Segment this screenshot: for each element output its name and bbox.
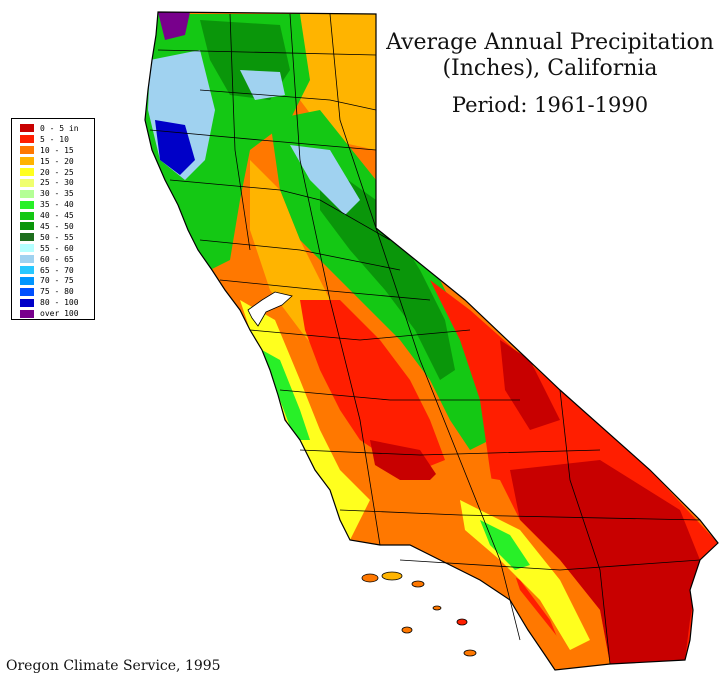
legend-swatch bbox=[20, 298, 34, 307]
legend-item: 40 - 45 bbox=[20, 210, 94, 221]
legend-swatch bbox=[20, 255, 34, 264]
state-outline bbox=[144, 11, 719, 671]
legend-item: 80 - 100 bbox=[20, 297, 94, 308]
map-title-line1: Average Annual Precipitation bbox=[386, 30, 714, 55]
legend-label: 65 - 70 bbox=[40, 265, 74, 275]
legend-item: 45 - 50 bbox=[20, 221, 94, 232]
legend-swatch bbox=[20, 287, 34, 296]
legend-label: 80 - 100 bbox=[40, 298, 79, 308]
legend-swatch bbox=[20, 309, 34, 318]
legend-item: 0 - 5 in bbox=[20, 123, 94, 134]
legend-label: 50 - 55 bbox=[40, 232, 74, 242]
legend-item: 65 - 70 bbox=[20, 265, 94, 276]
legend-swatch bbox=[20, 168, 34, 176]
precipitation-legend: 0 - 5 in 5 - 10 10 - 15 15 - 20 20 - 25 25 - … bbox=[11, 118, 95, 320]
legend-item: 25 - 30 bbox=[20, 177, 94, 188]
san-gabriel-green-zone bbox=[480, 520, 530, 570]
sierra-wet-zone bbox=[290, 145, 360, 215]
legend-label: 15 - 20 bbox=[40, 156, 74, 166]
legend-swatch bbox=[20, 211, 34, 220]
legend-label: 40 - 45 bbox=[40, 211, 74, 221]
legend-swatch bbox=[20, 146, 34, 155]
legend-swatch bbox=[20, 266, 34, 275]
legend-swatch bbox=[20, 276, 34, 285]
legend-swatch bbox=[20, 244, 34, 253]
death-valley-zone bbox=[500, 340, 560, 430]
legend-swatch bbox=[20, 135, 34, 144]
legend-label: 55 - 60 bbox=[40, 243, 74, 253]
legend-item: over 100 bbox=[20, 308, 94, 319]
central-coast-green-zone bbox=[262, 350, 310, 440]
legend-item: 75 - 80 bbox=[20, 286, 94, 297]
extreme-wet-zone bbox=[158, 12, 190, 40]
legend-item: 55 - 60 bbox=[20, 243, 94, 254]
tulare-desert-zone bbox=[370, 440, 440, 480]
legend-item: 30 - 35 bbox=[20, 188, 94, 199]
map-credit: Oregon Climate Service, 1995 bbox=[6, 658, 221, 674]
legend-label: 60 - 65 bbox=[40, 254, 74, 264]
channel-islands bbox=[361, 571, 477, 657]
legend-label: 5 - 10 bbox=[40, 134, 69, 144]
legend-item: 60 - 65 bbox=[20, 254, 94, 265]
legend-item: 70 - 75 bbox=[20, 275, 94, 286]
legend-swatch bbox=[20, 157, 34, 166]
legend-label: 25 - 30 bbox=[40, 178, 74, 188]
legend-item: 10 - 15 bbox=[20, 145, 94, 156]
legend-item: 20 - 25 bbox=[20, 167, 94, 178]
map-title-line2: (Inches), California bbox=[442, 56, 658, 81]
sf-bay bbox=[247, 291, 293, 327]
sierra-dark-green-zone bbox=[320, 160, 455, 380]
legend-item: 15 - 20 bbox=[20, 156, 94, 167]
legend-swatch bbox=[20, 124, 34, 133]
legend-label: 30 - 35 bbox=[40, 189, 74, 199]
san-joaquin-dry-zone bbox=[300, 300, 445, 470]
trinity-wet-zone bbox=[240, 70, 285, 100]
legend-swatch bbox=[20, 233, 34, 242]
legend-label: 10 - 15 bbox=[40, 145, 74, 155]
legend-swatch bbox=[20, 200, 34, 209]
legend-label: 45 - 50 bbox=[40, 221, 74, 231]
very-wet-zone bbox=[155, 120, 195, 175]
mojave-desert-zone bbox=[510, 460, 700, 664]
legend-swatch bbox=[20, 189, 34, 198]
legend-label: 0 - 5 in bbox=[40, 123, 79, 133]
legend-label: 20 - 25 bbox=[40, 167, 74, 177]
legend-swatch bbox=[20, 222, 34, 231]
legend-label: 35 - 40 bbox=[40, 200, 74, 210]
legend-item: 35 - 40 bbox=[20, 199, 94, 210]
legend-label: over 100 bbox=[40, 309, 79, 319]
legend-item: 50 - 55 bbox=[20, 232, 94, 243]
legend-label: 75 - 80 bbox=[40, 287, 74, 297]
legend-swatch bbox=[20, 178, 34, 187]
map-period: Period: 1961-1990 bbox=[451, 93, 649, 117]
county-lines bbox=[149, 13, 701, 665]
legend-item: 5 - 10 bbox=[20, 134, 94, 145]
legend-label: 70 - 75 bbox=[40, 276, 74, 286]
